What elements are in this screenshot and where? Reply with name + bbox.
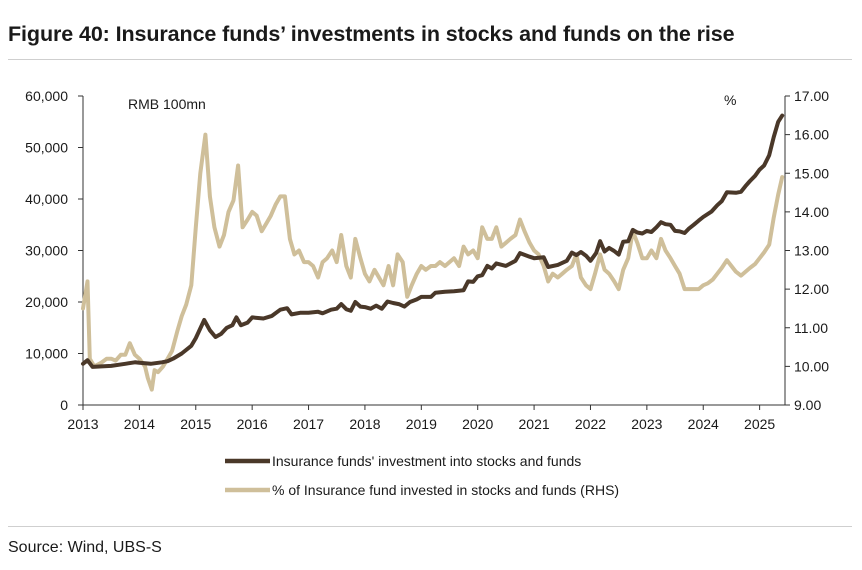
right-axis-tick-label: 10.00 (794, 358, 829, 374)
right-axis-tick-label: 13.00 (794, 243, 829, 259)
x-axis-tick-label: 2025 (744, 416, 775, 432)
x-axis-tick-label: 2022 (575, 416, 606, 432)
right-axis-tick-label: 15.00 (794, 165, 829, 181)
legend-label-percentage: % of Insurance fund invested in stocks a… (272, 482, 619, 498)
x-axis-tick-label: 2019 (406, 416, 437, 432)
source-note: Source: Wind, UBS-S (8, 539, 162, 556)
x-axis-tick-label: 2017 (293, 416, 324, 432)
x-axis-tick-label: 2016 (237, 416, 268, 432)
footer-divider (8, 526, 852, 527)
legend-label-investment: Insurance funds' investment into stocks … (272, 453, 581, 469)
x-axis-tick-label: 2013 (67, 416, 98, 432)
x-axis-tick-label: 2014 (124, 416, 155, 432)
title-divider (8, 59, 852, 60)
chart: 0 10,000 20,000 30,000 40,000 50,000 60,000 9.0… (25, 88, 829, 498)
left-axis-unit-label: RMB 100mn (128, 96, 206, 112)
right-axis-tick-label: 12.00 (794, 281, 829, 297)
right-axis-tick-label: 14.00 (794, 204, 829, 220)
right-axis-unit-label: % (724, 92, 736, 108)
right-axis-tick-label: 17.00 (794, 88, 829, 104)
x-axis-tick-label: 2015 (180, 416, 211, 432)
left-axis-tick-label: 50,000 (25, 140, 68, 156)
series-line-percentage (81, 132, 785, 392)
left-axis-tick-label: 10,000 (25, 346, 68, 362)
x-axis-tick-label: 2020 (462, 416, 493, 432)
x-axis-tick-label: 2018 (349, 416, 380, 432)
chart-axes: 0 10,000 20,000 30,000 40,000 50,000 60,000 9.0… (25, 88, 829, 432)
right-axis-tick-label: 16.00 (794, 127, 829, 143)
right-axis-tick-label: 9.00 (794, 397, 821, 413)
x-axis-tick-label: 2021 (519, 416, 550, 432)
right-axis-tick-label: 11.00 (794, 320, 828, 336)
chart-lines (81, 113, 785, 392)
left-axis-tick-label: 0 (60, 397, 68, 413)
left-axis-tick-label: 60,000 (25, 88, 68, 104)
left-axis-tick-label: 40,000 (25, 191, 68, 207)
left-axis-tick-label: 30,000 (25, 243, 68, 259)
chart-legend: Insurance funds' investment into stocks … (225, 453, 619, 498)
page-title: Figure 40: Insurance funds’ investments … (8, 22, 735, 46)
series-line-investment (81, 113, 785, 369)
x-axis-tick-label: 2023 (631, 416, 662, 432)
left-axis-tick-label: 20,000 (25, 294, 68, 310)
x-axis-tick-label: 2024 (688, 416, 719, 432)
